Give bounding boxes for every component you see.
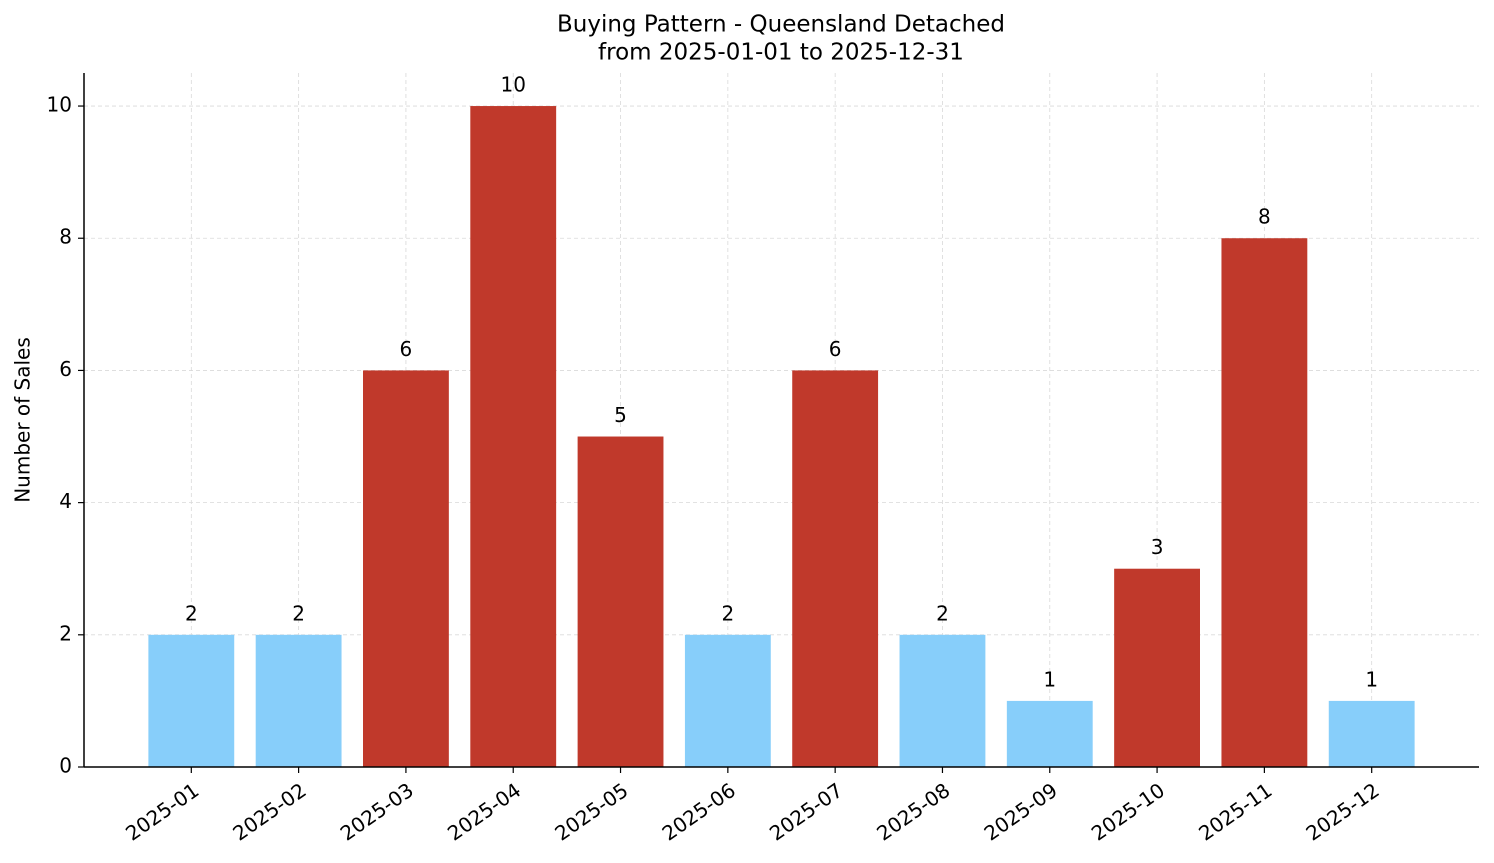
- x-tick-label: 2025-02: [228, 778, 310, 846]
- x-tick-label: 2025-05: [550, 778, 632, 846]
- x-tick-label: 2025-12: [1301, 778, 1383, 846]
- value-label: 5: [614, 403, 627, 427]
- bar: [470, 106, 557, 768]
- bar: [684, 634, 771, 767]
- bar: [148, 634, 235, 767]
- value-label: 8: [1258, 205, 1271, 229]
- chart-title: Buying Pattern - Queensland Detached: [557, 12, 1005, 38]
- x-tick-label: 2025-04: [443, 778, 525, 846]
- value-label: 1: [1365, 667, 1378, 691]
- value-label: 2: [936, 601, 949, 625]
- y-tick-label: 8: [59, 225, 72, 249]
- value-label: 6: [829, 337, 842, 361]
- value-label: 1: [1043, 667, 1056, 691]
- x-tick-label: 2025-03: [336, 778, 418, 846]
- bar: [899, 634, 986, 767]
- x-tick-label: 2025-06: [658, 778, 740, 846]
- y-tick-label: 0: [59, 754, 72, 778]
- value-label: 10: [501, 73, 526, 97]
- bar: [1114, 568, 1200, 767]
- y-tick-label: 4: [59, 489, 72, 513]
- bar: [255, 634, 342, 767]
- bar: [577, 436, 664, 767]
- chart-subtitle: from 2025-01-01 to 2025-12-31: [598, 40, 964, 66]
- bar: [792, 370, 879, 767]
- value-label: 2: [721, 601, 734, 625]
- y-tick-label: 10: [47, 93, 72, 117]
- bar: [1221, 238, 1308, 767]
- x-tick-label: 2025-10: [1087, 778, 1169, 846]
- x-tick-label: 2025-08: [872, 778, 954, 846]
- bar: [363, 370, 449, 767]
- bar: [1006, 700, 1093, 767]
- value-label: 2: [292, 601, 305, 625]
- x-tick-label: 2025-07: [765, 778, 847, 846]
- value-label: 2: [185, 601, 198, 625]
- x-tick-label: 2025-01: [121, 778, 203, 846]
- bar: [1328, 700, 1415, 767]
- value-label: 3: [1151, 535, 1164, 559]
- y-axis-label: Number of Sales: [11, 337, 35, 503]
- x-tick-label: 2025-11: [1194, 778, 1276, 846]
- y-tick-label: 6: [59, 357, 72, 381]
- y-tick-label: 2: [59, 621, 72, 645]
- value-label: 6: [400, 337, 413, 361]
- x-tick-label: 2025-09: [980, 778, 1062, 846]
